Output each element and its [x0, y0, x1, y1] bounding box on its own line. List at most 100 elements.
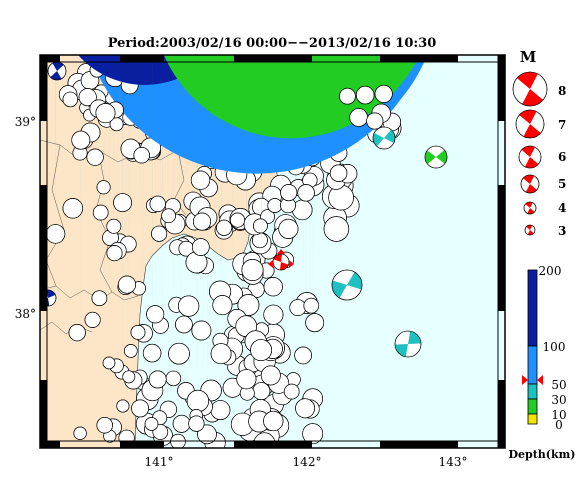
earthquake-marker-260[interactable]: [178, 0, 306, 317]
depth-tick-30: 30: [551, 393, 566, 407]
earthquake-marker-324[interactable]: [71, 0, 141, 150]
earthquake-marker-261[interactable]: [197, 0, 435, 445]
earthquake-marker-269[interactable]: [148, 0, 379, 389]
earthquake-marker-244[interactable]: [283, 0, 391, 400]
earthquake-marker-336[interactable]: [95, 0, 375, 105]
magnitude-symbol-6[interactable]: [518, 145, 542, 169]
earthquake-marker-189[interactable]: [241, 0, 270, 281]
earthquake-marker-174[interactable]: [229, 0, 299, 239]
earthquake-marker-44[interactable]: [133, 0, 155, 164]
earthquake-marker-large-3[interactable]: [424, 145, 448, 169]
magnitude-symbol-8[interactable]: [512, 71, 548, 107]
earthquake-marker-196[interactable]: [216, 0, 233, 236]
depth-legend-caption: Depth(km): [509, 448, 576, 461]
earthquake-marker-172[interactable]: [193, 0, 221, 231]
earthquake-marker-60[interactable]: [149, 0, 204, 212]
earthquake-marker-319[interactable]: [62, 0, 209, 219]
earthquake-marker-321[interactable]: [106, 0, 227, 234]
earthquake-marker-311[interactable]: [73, 0, 433, 440]
main-event-marker[interactable]: [268, 249, 294, 271]
depth-bar-100-200: [527, 269, 538, 347]
earthquake-marker-223[interactable]: [142, 0, 353, 363]
earthquake-marker-320[interactable]: [62, 0, 100, 108]
magnitude-label-4: 4: [558, 201, 566, 215]
lon-label-142: 142°: [293, 455, 322, 469]
earthquake-marker-242[interactable]: [210, 0, 354, 365]
earthquake-marker-331[interactable]: [188, 0, 424, 432]
depth-legend: 200 100 50 30 10 0 Depth(km): [509, 264, 576, 461]
earthquake-marker-334[interactable]: [96, 0, 356, 105]
earthquake-marker-288[interactable]: [193, 0, 298, 202]
earthquake-marker-253[interactable]: [263, 0, 316, 325]
earthquake-marker-337[interactable]: [94, 0, 393, 103]
depth-marker-left: [522, 375, 528, 385]
main-event-arrow: [268, 260, 273, 268]
earthquake-marker-296[interactable]: [91, 0, 298, 307]
earthquake-marker-205[interactable]: [305, 0, 325, 333]
magnitude-label-7: 7: [558, 118, 566, 132]
main-event-ball[interactable]: [272, 253, 290, 271]
earthquake-marker-252[interactable]: [168, 0, 354, 365]
earthquake-marker-281[interactable]: [173, 0, 348, 182]
earthquake-marker-233[interactable]: [237, 0, 305, 316]
earthquake-marker-31[interactable]: [86, 0, 158, 166]
map-title: Period:2003/02/16 00:00−−2013/02/16 10:3…: [108, 36, 437, 51]
earthquake-marker-312[interactable]: [78, 0, 97, 107]
earthquake-marker-large-4[interactable]: [372, 126, 396, 150]
magnitude-label-8: 8: [558, 84, 566, 98]
depth-marker-right: [537, 375, 543, 385]
earthquake-markers[interactable]: [40, 0, 448, 454]
earthquake-marker-290[interactable]: [193, 0, 315, 202]
earthquake-marker-307[interactable]: [106, 0, 253, 262]
earthquake-marker-218[interactable]: [294, 0, 356, 365]
earthquake-marker-309[interactable]: [118, 0, 284, 294]
earthquake-marker-265[interactable]: [302, 0, 434, 445]
map-area[interactable]: [40, 0, 505, 454]
earthquake-marker-187[interactable]: [206, 0, 283, 213]
main-event-arrow: [289, 260, 294, 268]
earthquake-marker-large-2[interactable]: [394, 330, 422, 358]
map-frame: [39, 54, 506, 449]
depth-bar-0-10: [527, 413, 538, 425]
earthquake-marker-190[interactable]: [192, 0, 247, 256]
earthquake-marker-266[interactable]: [236, 0, 380, 390]
magnitude-label-6: 6: [558, 150, 566, 164]
main-event-arrow: [277, 249, 285, 254]
magnitude-symbol-7[interactable]: [515, 109, 545, 139]
magnitude-symbol-4[interactable]: [523, 201, 537, 215]
earthquake-marker-292[interactable]: [130, 0, 333, 340]
magnitude-symbol-3[interactable]: [524, 224, 536, 236]
lat-label-38: 38°: [15, 307, 36, 321]
earthquake-marker-63[interactable]: [96, 0, 187, 195]
earthquake-marker-194[interactable]: [180, 0, 211, 190]
earthquake-marker-large-1[interactable]: [331, 269, 363, 301]
depth-bar-10-30: [527, 398, 538, 415]
magnitude-label-5: 5: [558, 177, 566, 191]
earthquake-marker-55[interactable]: [151, 0, 233, 242]
depth-bar-50-100: [527, 345, 538, 385]
earthquake-marker-318[interactable]: [95, 0, 116, 124]
magnitude-legend: M 8 7 6 5 4 3: [512, 48, 566, 238]
earthquake-marker-91[interactable]: [198, 0, 354, 211]
earthquake-marker-200[interactable]: [226, 0, 268, 234]
earthquake-marker-62[interactable]: [161, 0, 216, 223]
earthquake-marker-92[interactable]: [229, 0, 350, 242]
lat-label-39: 39°: [15, 115, 36, 129]
depth-tick-100: 100: [543, 340, 566, 354]
earthquake-marker-314[interactable]: [113, 0, 203, 213]
depth-tick-200: 200: [539, 264, 562, 278]
earthquake-marker-268[interactable]: [263, 0, 422, 432]
earthquake-marker-23[interactable]: [109, 0, 124, 132]
magnitude-legend-header: M: [520, 48, 537, 66]
magnitude-label-3: 3: [558, 224, 566, 238]
depth-bar-30-50: [527, 383, 538, 400]
magnitude-symbol-5[interactable]: [520, 174, 540, 194]
earthquake-marker-335[interactable]: [121, 0, 384, 130]
earthquake-marker-66[interactable]: [92, 0, 212, 221]
depth-tick-10: 10: [551, 408, 566, 422]
earthquake-marker-large-5[interactable]: [47, 61, 67, 81]
earthquake-marker-306[interactable]: [124, 0, 351, 358]
earthquake-marker-246[interactable]: [146, 0, 315, 324]
depth-tick-50: 50: [551, 378, 566, 392]
earthquake-marker-230[interactable]: [191, 0, 331, 341]
